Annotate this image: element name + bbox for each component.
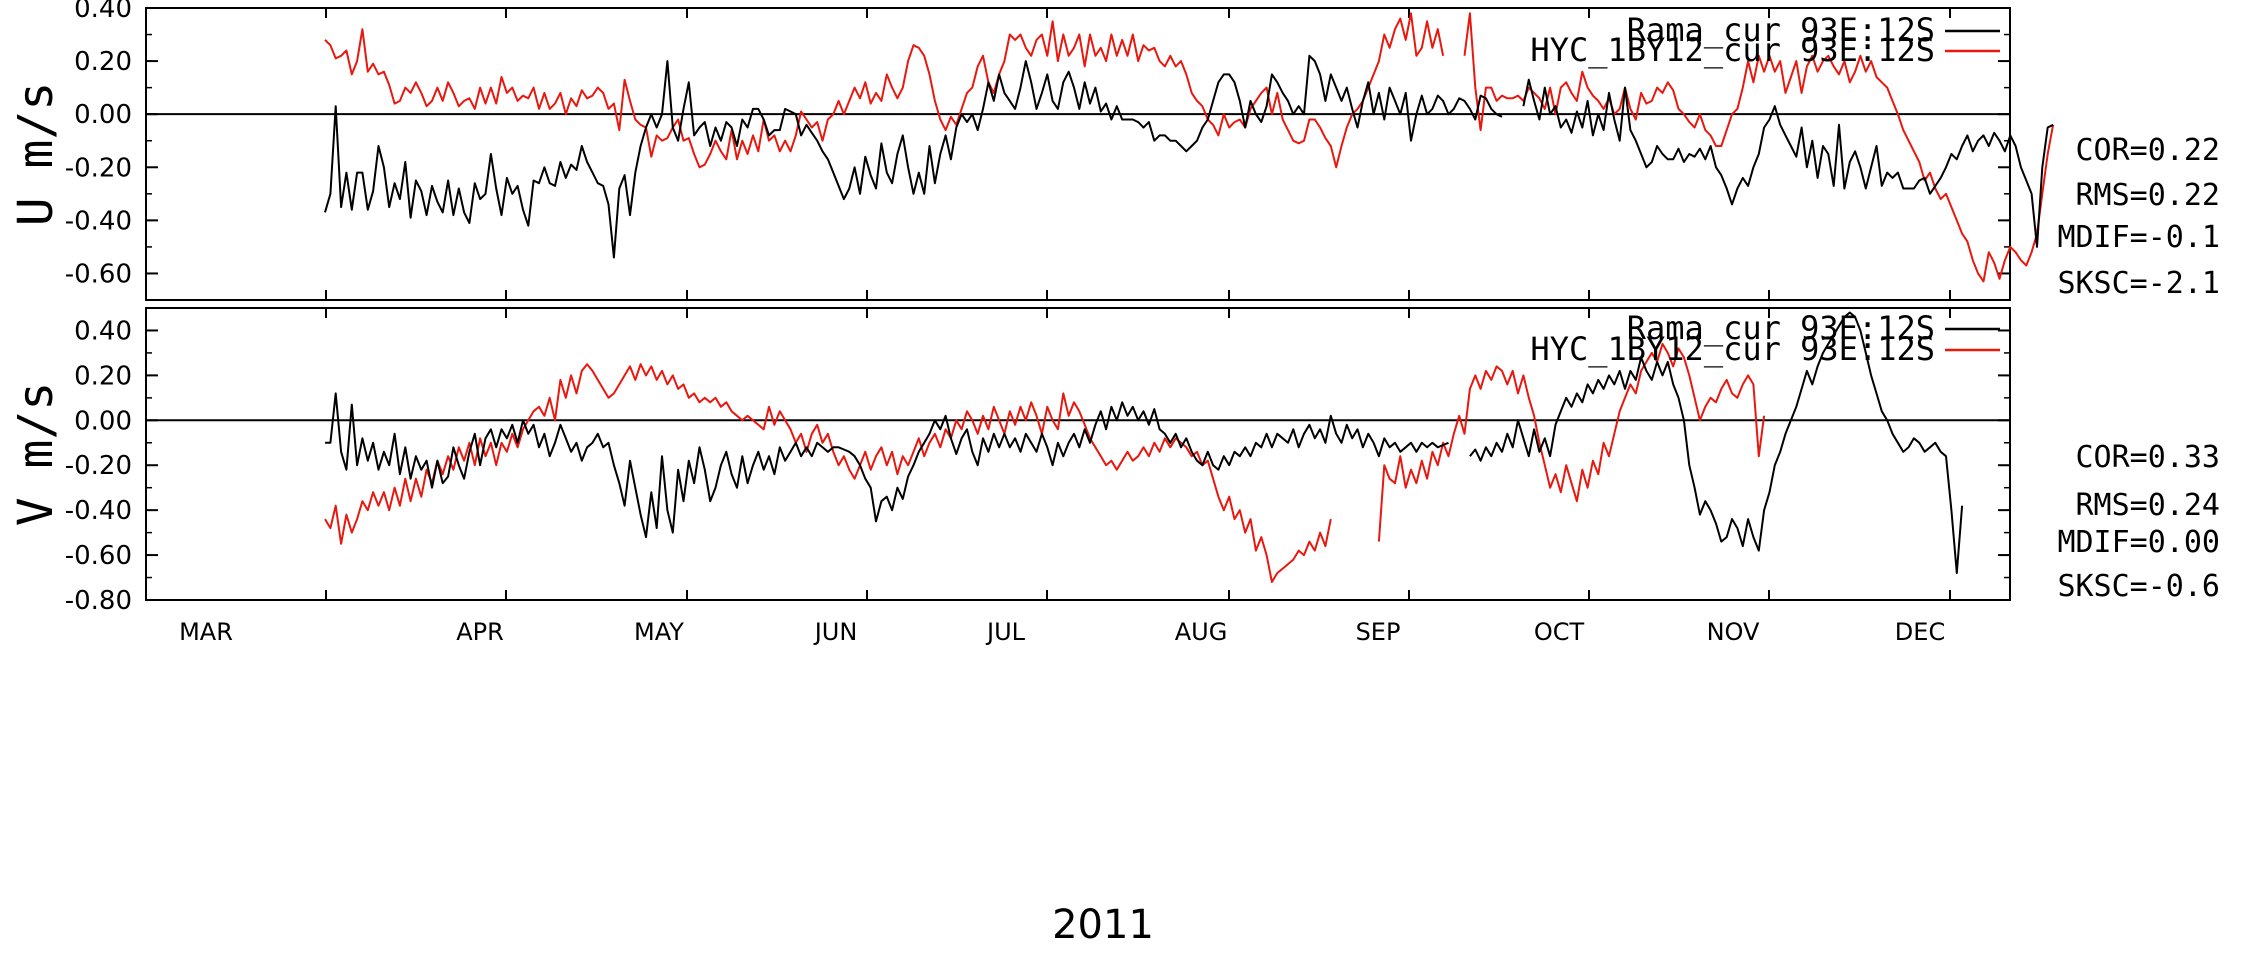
month-label: DEC	[1895, 618, 1945, 646]
month-label: JUN	[813, 618, 858, 646]
stat-label: SKSC=-0.6	[2057, 569, 2220, 604]
y-tick-label: -0.20	[65, 153, 132, 183]
y-tick-label: -0.60	[65, 541, 132, 571]
legend-label: HYC_1BY12_cur 93E:12S	[1530, 330, 1935, 368]
x-axis-label: 2011	[1052, 902, 1154, 948]
series-line-hyc	[1377, 342, 1766, 542]
v-velocity-panel: 0.40 0.20 0.00 -0.20 -0.40 -0.60 -0.80 V m/s Ram…	[8, 307, 2221, 616]
month-label: OCT	[1534, 618, 1585, 646]
y-axis-label: U m/s	[8, 82, 64, 227]
month-label: JUL	[985, 618, 1026, 646]
stat-label: SKSC=-2.1	[2057, 266, 2220, 301]
stat-label: RMS=0.22	[2076, 178, 2221, 213]
y-tick-label: 0.20	[74, 47, 132, 77]
y-tick-label: -0.80	[65, 586, 132, 616]
month-label: APR	[456, 618, 504, 646]
x-axis-months: MAR APR MAY JUN JUL AUG SEP OCT NOV DEC	[179, 618, 1945, 646]
y-tick-label: -0.60	[65, 259, 132, 289]
y-tick-label: 0.00	[74, 406, 132, 436]
series-line-hyc	[324, 12, 1445, 169]
y-axis-label: V m/s	[8, 382, 64, 527]
series-line-rama	[325, 392, 1449, 539]
y-tick-label: -0.20	[65, 451, 132, 481]
y-tick-label: 0.00	[74, 100, 132, 130]
month-label: AUG	[1175, 618, 1228, 646]
series-line-rama	[1469, 311, 1964, 574]
y-tick-label: 0.20	[74, 361, 132, 391]
month-label: MAR	[179, 618, 233, 646]
y-tick-label: 0.40	[74, 0, 132, 24]
month-label: MAY	[634, 618, 684, 646]
y-tick-label: -0.40	[65, 496, 132, 526]
stat-label: COR=0.33	[2076, 440, 2221, 475]
series-line-hyc	[1463, 12, 2055, 283]
stat-label: RMS=0.24	[2076, 488, 2221, 523]
plot-frame	[145, 307, 2011, 601]
series-line-hyc	[324, 363, 1332, 583]
y-tick-label: 0.40	[74, 316, 132, 346]
y-tick-label: -0.40	[65, 206, 132, 236]
legend-label: HYC_1BY12_cur 93E:12S	[1530, 31, 1935, 69]
plot-frame	[145, 7, 2011, 301]
stat-label: COR=0.22	[2076, 133, 2221, 168]
series-line-rama	[1522, 78, 2054, 248]
u-velocity-panel: 0.40 0.20 0.00 -0.20 -0.40 -0.60 U m/s Rama_cur…	[8, 0, 2220, 301]
month-label: NOV	[1707, 618, 1760, 646]
series-line-rama	[324, 54, 1503, 259]
stat-label: MDIF=-0.1	[2057, 220, 2220, 255]
legend-label: Rama_cur 93E:12S	[1627, 11, 1935, 49]
month-label: SEP	[1356, 618, 1401, 646]
legend-label: Rama_cur 93E:12S	[1627, 309, 1935, 347]
stat-label: MDIF=0.00	[2057, 525, 2220, 560]
